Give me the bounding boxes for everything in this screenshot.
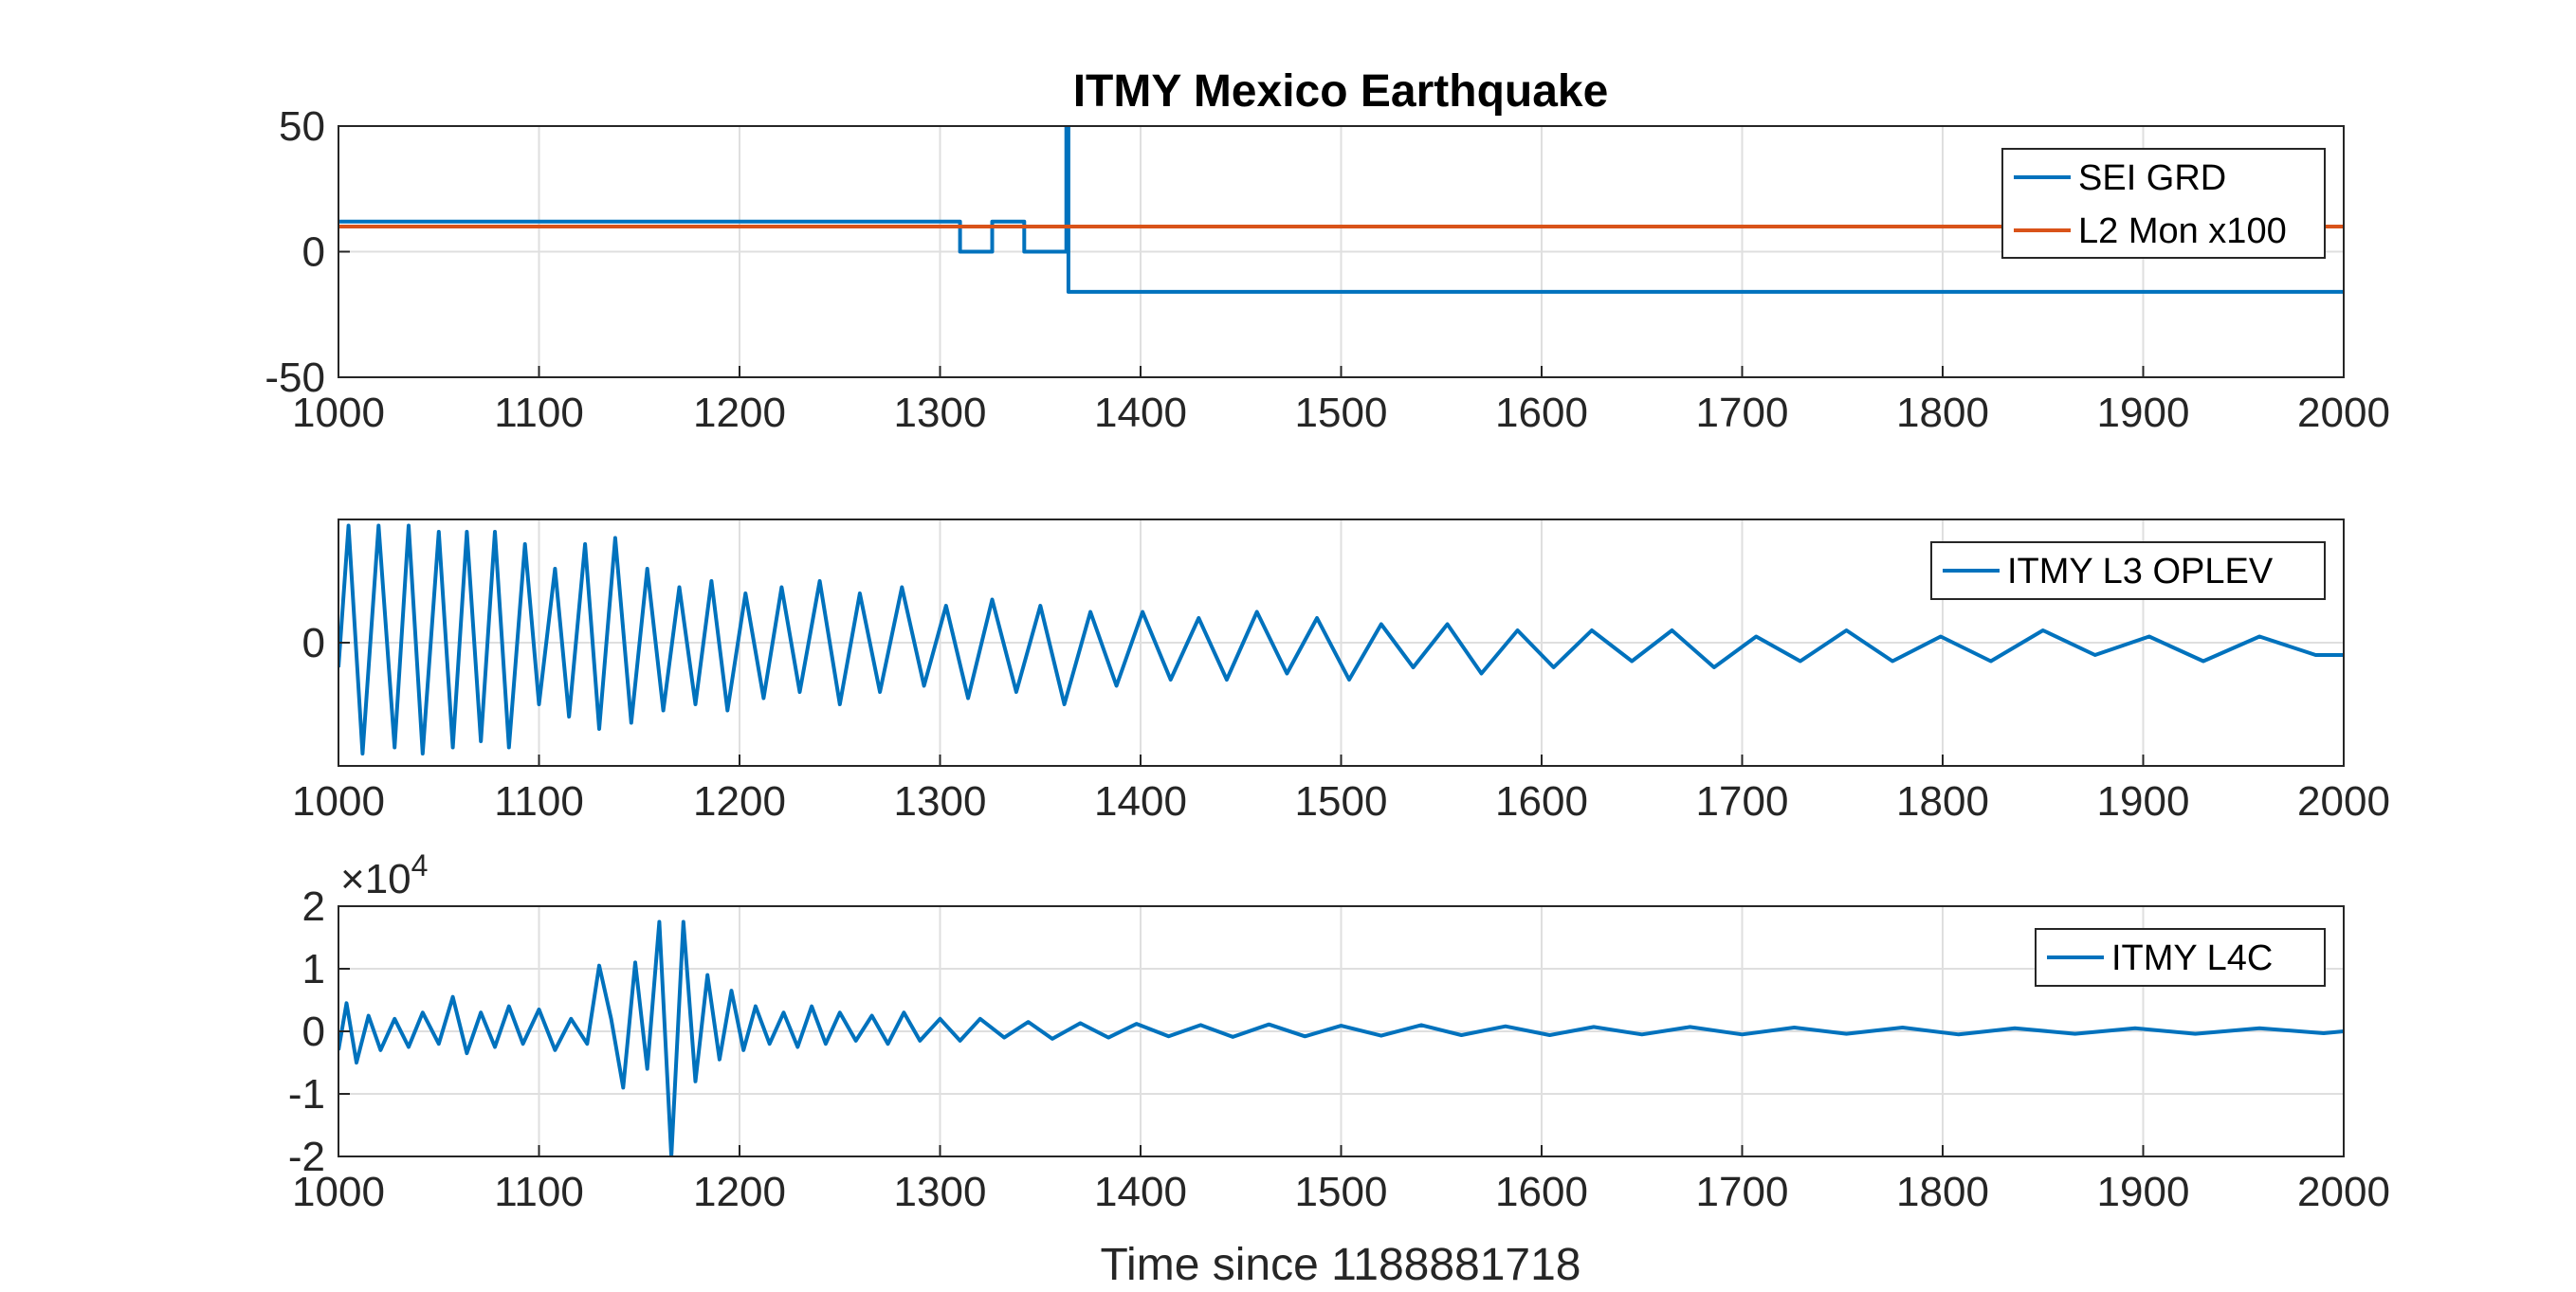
x-tick-label: 2000 bbox=[2297, 778, 2390, 825]
x-tick-label: 1400 bbox=[1094, 778, 1187, 825]
legend-label: ITMY L4C bbox=[2111, 938, 2273, 978]
x-tick-label: 1200 bbox=[693, 390, 786, 436]
x-tick-label: 1400 bbox=[1094, 390, 1187, 436]
x-tick-label: 1500 bbox=[1295, 390, 1388, 436]
y-tick-label: 2 bbox=[302, 883, 325, 930]
subplot-1: 1000 1100 1200 1300 1400 1500 1600 1700 1800 1900… bbox=[265, 103, 2390, 436]
y-exponent-label: ×104 bbox=[340, 848, 428, 902]
x-tick-label: 1800 bbox=[1896, 390, 1989, 436]
x-tick-label: 1600 bbox=[1495, 778, 1588, 825]
x-tick-label: 1900 bbox=[2097, 390, 2190, 436]
y-tick-label: 0 bbox=[302, 1009, 325, 1055]
x-tick-label: 1100 bbox=[494, 778, 584, 825]
x-tick-label: 1600 bbox=[1495, 1169, 1588, 1215]
y-tick-label: 0 bbox=[302, 229, 325, 276]
x-tick-label: 1700 bbox=[1696, 778, 1789, 825]
x-tick-label: 1500 bbox=[1295, 778, 1388, 825]
x-tick-label: 1200 bbox=[693, 778, 786, 825]
legend: ITMY L4C bbox=[2035, 928, 2326, 987]
x-tick-label: 1500 bbox=[1295, 1169, 1388, 1215]
legend-label: L2 Mon x100 bbox=[2078, 211, 2287, 251]
legend: ITMY L3 OPLEV bbox=[1930, 541, 2326, 600]
legend-label: ITMY L3 OPLEV bbox=[2007, 552, 2274, 591]
x-tick-label: 1900 bbox=[2097, 1169, 2190, 1215]
x-axis-label: Time since 1188881718 bbox=[1101, 1240, 1581, 1290]
x-tick-label: 1100 bbox=[494, 1169, 584, 1215]
x-tick-label: 1900 bbox=[2097, 778, 2190, 825]
legend: SEI GRD L2 Mon x100 bbox=[2001, 148, 2326, 259]
y-tick-label: -50 bbox=[265, 355, 325, 401]
subplot-3: 1000 1100 1200 1300 1400 1500 1600 1700 1800 1900… bbox=[288, 848, 2390, 1215]
figure-title: ITMY Mexico Earthquake bbox=[1073, 66, 1609, 117]
x-tick-label: 1200 bbox=[693, 1169, 786, 1215]
legend-box bbox=[2001, 148, 2326, 259]
legend-box bbox=[1930, 541, 2326, 600]
y-tick-label: 0 bbox=[302, 620, 325, 666]
x-tick-label: 1300 bbox=[894, 778, 987, 825]
y-tick-label: -1 bbox=[288, 1071, 325, 1118]
series-line-1 bbox=[338, 126, 2344, 294]
y-tick-label: 50 bbox=[279, 103, 325, 150]
subplot-2: 1000 1100 1200 1300 1400 1500 1600 1700 1800 1900… bbox=[292, 519, 2390, 825]
x-tick-label: 1800 bbox=[1896, 1169, 1989, 1215]
y-tick-label: -2 bbox=[288, 1134, 325, 1180]
legend-label: SEI GRD bbox=[2078, 158, 2226, 198]
x-tick-label: 1300 bbox=[894, 1169, 987, 1215]
x-tick-label: 1100 bbox=[494, 390, 584, 436]
series-line-1 bbox=[338, 523, 2344, 755]
x-tick-label: 2000 bbox=[2297, 1169, 2390, 1215]
y-tick-label: 1 bbox=[302, 946, 325, 992]
x-tick-label: 1300 bbox=[894, 390, 987, 436]
series-group bbox=[338, 523, 2344, 755]
x-tick-label: 1700 bbox=[1696, 390, 1789, 436]
x-tick-label: 1600 bbox=[1495, 390, 1588, 436]
x-tick-label: 1000 bbox=[292, 778, 385, 825]
x-tick-label: 1000 bbox=[292, 1169, 385, 1215]
x-tick-label: 1800 bbox=[1896, 778, 1989, 825]
series-group bbox=[338, 919, 2344, 1156]
x-tick-label: 1400 bbox=[1094, 1169, 1187, 1215]
x-tick-label: 1700 bbox=[1696, 1169, 1789, 1215]
series-line-1 bbox=[338, 919, 2344, 1156]
x-tick-label: 1000 bbox=[292, 390, 385, 436]
x-tick-label: 2000 bbox=[2297, 390, 2390, 436]
